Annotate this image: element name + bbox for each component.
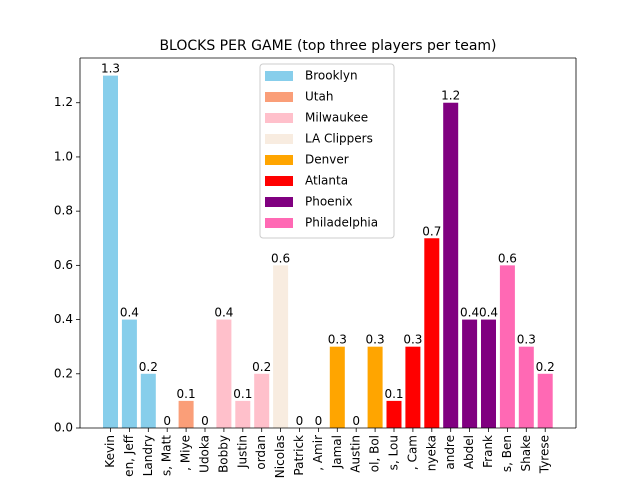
bar [216, 319, 232, 428]
bar [140, 373, 156, 428]
bar-value-label: 0.4 [479, 306, 498, 320]
bar [443, 102, 459, 428]
legend-swatch [265, 113, 293, 123]
chart-title: BLOCKS PER GAME (top three players per t… [159, 38, 496, 54]
legend-label: LA Clippers [305, 132, 373, 146]
bar-value-label: 0.4 [214, 306, 233, 320]
x-tick-label: s, Ben [500, 435, 514, 472]
y-tick-label: 0.6 [54, 258, 73, 272]
value-labels-group: 1.30.40.200.100.40.10.20.60 00.300.30.10.… [101, 62, 555, 428]
bar [405, 346, 421, 428]
legend-swatch [265, 92, 293, 102]
bars-group [103, 75, 553, 429]
legend-label: Utah [305, 90, 333, 104]
x-tick-label: Tyrese [538, 435, 552, 474]
x-tick-label: , Amir [311, 435, 325, 471]
y-axis: 0.0 0.2 0.4 0.6 0.8 1.0 1.2 [54, 95, 80, 435]
bar-value-label: 0.3 [403, 333, 422, 347]
bar [367, 346, 383, 428]
bar-value-label: 0.4 [460, 306, 479, 320]
bar-value-label: 0 [201, 414, 209, 428]
x-axis: Kevin en, Jeff Landry s, Matt , Miye Udoka Bob… [103, 428, 552, 478]
legend-label: Philadelphia [305, 216, 378, 230]
y-tick-label: 1.2 [54, 95, 73, 109]
bar-value-label: 0.3 [328, 333, 347, 347]
bar [537, 373, 553, 428]
x-tick-label: nyeka [424, 435, 438, 471]
legend-label: Phoenix [305, 195, 353, 209]
x-tick-label: Nicolas [273, 435, 287, 478]
bar [178, 400, 194, 428]
legend-label: Atlanta [305, 174, 348, 188]
bar [386, 400, 402, 428]
legend-swatch [265, 71, 293, 81]
bar-value-label: 0.3 [517, 333, 536, 347]
x-tick-label: Patrick [292, 435, 306, 476]
y-tick-label: 0.2 [54, 366, 73, 380]
bar-value-label: 1.2 [441, 89, 460, 103]
bar-value-label: 0.2 [139, 360, 158, 374]
bar-value-label: 0.4 [120, 306, 139, 320]
x-tick-label: Austin [349, 435, 363, 473]
bar [235, 400, 251, 428]
x-tick-label: en, Jeff [122, 434, 136, 477]
bar [254, 373, 270, 428]
y-tick-label: 0.8 [54, 204, 73, 218]
bar-value-label: 0.3 [366, 333, 385, 347]
legend-swatch [265, 176, 293, 186]
legend-label: Brooklyn [305, 69, 358, 83]
bar-value-label: 0.6 [498, 251, 517, 265]
bar-value-label: 0 [352, 414, 360, 428]
bar [499, 265, 515, 428]
bar-value-label: 0 [296, 414, 304, 428]
bar-value-label: 0 [315, 414, 323, 428]
bar-value-label: 0 [163, 414, 171, 428]
x-tick-label: Udoka [198, 435, 212, 473]
bar [273, 265, 289, 428]
bar-value-label: 0.7 [422, 224, 441, 238]
plot-frame [79, 57, 577, 429]
bar-value-label: 0.1 [233, 387, 252, 401]
x-tick-label: Abdel [462, 435, 476, 469]
bar [481, 319, 496, 428]
x-tick-label: , Miye [179, 435, 193, 471]
legend-swatch [265, 134, 293, 144]
x-tick-label: s, Lou [387, 435, 401, 470]
legend-label: Milwaukee [305, 111, 368, 125]
x-tick-label: Bobby [216, 435, 230, 473]
x-tick-label: ol, Bol [368, 435, 382, 472]
legend-label: Denver [305, 153, 349, 167]
bar [518, 346, 534, 428]
bar-value-label: 0.1 [384, 387, 403, 401]
x-tick-label: Justin [235, 435, 249, 469]
x-tick-label: andre [443, 435, 457, 470]
bar-value-label: 0.2 [536, 360, 555, 374]
legend-swatch [265, 197, 293, 207]
bar-value-label: 1.3 [101, 62, 120, 76]
x-tick-label: Jamal [330, 435, 344, 469]
bar [329, 346, 345, 428]
y-tick-label: 1.0 [54, 149, 73, 163]
legend-swatch [265, 155, 293, 165]
bar [103, 75, 118, 429]
y-tick-label: 0.4 [54, 312, 73, 326]
x-tick-label: , Cam [405, 435, 419, 470]
bar [424, 238, 440, 428]
x-tick-label: Frank [481, 435, 495, 468]
x-tick-label: s, Matt [160, 435, 174, 476]
legend-swatch [265, 218, 293, 228]
bar-value-label: 0.6 [271, 251, 290, 265]
x-tick-label: Landry [141, 435, 155, 476]
bar [462, 319, 478, 428]
x-tick-label: ordan [254, 435, 268, 470]
x-tick-label: Kevin [103, 435, 117, 468]
y-tick-label: 0.0 [54, 421, 73, 435]
legend: Brooklyn Utah Milwaukee LA Clippers Denver At… [259, 63, 395, 239]
bar-value-label: 0.2 [252, 360, 271, 374]
bar [121, 319, 137, 428]
legend-box [259, 63, 395, 239]
x-tick-label: Shake [519, 435, 533, 471]
bar-value-label: 0.1 [177, 387, 196, 401]
